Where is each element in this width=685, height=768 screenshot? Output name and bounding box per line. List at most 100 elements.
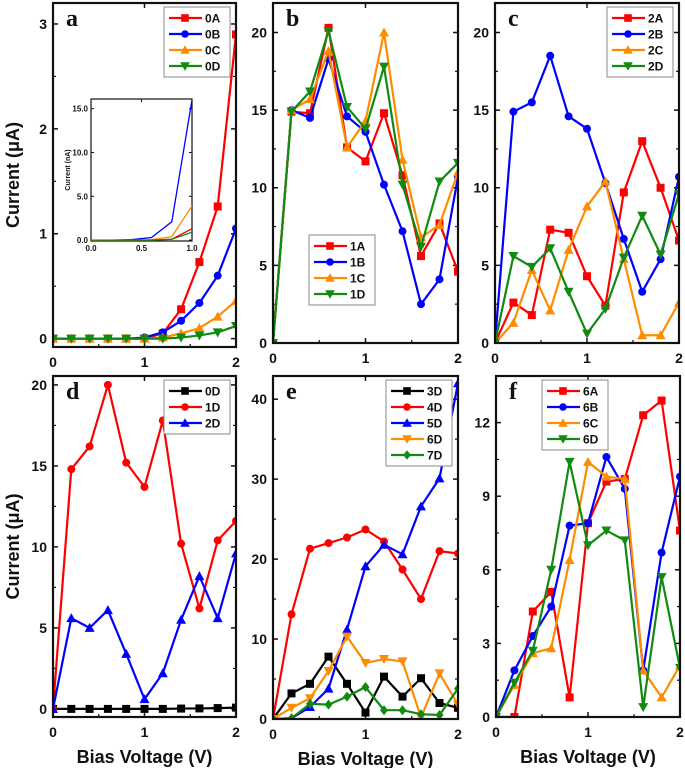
x-tick-label: 1 [362, 350, 370, 366]
x-tick-label: 2 [675, 350, 683, 366]
data-point-0D [66, 334, 77, 344]
data-point-2B [509, 107, 518, 116]
data-point-1D [342, 103, 352, 113]
legend-item-4D: 4D [391, 401, 443, 415]
legend-item-0D: 0D [169, 60, 221, 74]
data-point-1D [195, 604, 204, 613]
x-axis-label: Bias Voltage (V) [77, 747, 213, 767]
legend-label: 1C [350, 272, 366, 286]
data-point-7D [398, 705, 407, 716]
data-point-6C [638, 665, 649, 675]
legend-marker [326, 242, 334, 250]
y-tick-label: 10 [31, 539, 47, 555]
data-point-6B [602, 452, 611, 461]
data-point-1A [454, 267, 458, 276]
data-point-5D [416, 501, 426, 511]
data-point-0C [194, 323, 205, 333]
data-point-0D [232, 703, 236, 712]
legend-marker [325, 290, 335, 299]
data-point-0D [122, 704, 131, 713]
y-tick-label: 20 [31, 377, 47, 393]
data-point-0D [102, 334, 113, 344]
data-point-0D [213, 704, 222, 713]
data-point-0D [121, 334, 132, 344]
data-point-3D [454, 703, 458, 712]
data-point-0D [195, 704, 204, 713]
y-tick-label: 0 [481, 335, 489, 351]
data-point-2A [546, 225, 555, 234]
data-point-0D [139, 334, 150, 344]
legend-marker [624, 30, 632, 38]
legend-marker [558, 435, 568, 444]
legend: 0A 0B 0C 0D [163, 6, 231, 78]
x-tick-label: 0.5 [136, 244, 148, 253]
data-point-6D [509, 678, 520, 688]
data-point-2A [675, 236, 679, 245]
y-tick-label: 0 [259, 335, 267, 351]
legend: 3D 4D 5D 6D 7D [385, 379, 453, 467]
data-point-2C [508, 317, 519, 327]
series-layer [496, 396, 680, 717]
data-point-4D [324, 539, 333, 548]
data-point-3D [324, 652, 333, 661]
data-point-0D [231, 322, 236, 332]
data-point-4D [343, 533, 351, 542]
data-point-6A [657, 396, 666, 405]
data-point-1B [343, 112, 351, 121]
x-tick-label: 0 [49, 724, 57, 740]
legend-item-5D: 5D [391, 417, 443, 431]
legend-label: 4D [427, 401, 443, 415]
data-point-2D [176, 614, 187, 624]
data-point-3D [361, 708, 370, 717]
inset-frame [90, 98, 193, 242]
data-point-2C [582, 201, 592, 211]
data-point-2D [618, 253, 629, 263]
data-point-2B [583, 124, 591, 133]
legend-item-6D: 6D [391, 433, 443, 447]
legend-item-2D: 2D [612, 60, 664, 74]
legend-label: 3D [427, 385, 443, 399]
data-point-1D [213, 536, 222, 545]
data-point-2D [102, 605, 113, 615]
legend-marker [180, 62, 190, 71]
data-point-7D [361, 682, 370, 693]
data-point-2A [564, 228, 573, 237]
data-point-3D [343, 679, 351, 688]
data-point-5D [453, 378, 458, 388]
data-point-2A [583, 272, 591, 281]
data-point-2D [674, 189, 679, 199]
data-point-0A [195, 258, 204, 267]
legend-item-1B: 1B [314, 256, 366, 270]
data-point-6A [639, 411, 648, 420]
data-point-6D [675, 663, 680, 673]
legend: 0D 1D 2D [163, 379, 231, 435]
data-point-5D [342, 624, 352, 634]
x-tick-label: 0 [49, 354, 57, 370]
data-point-6A [602, 477, 611, 486]
legend-item-2D: 2D [169, 417, 221, 431]
legend-label: 2A [648, 12, 664, 26]
data-point-2D [582, 329, 592, 339]
legend-item-3D: 3D [391, 385, 443, 399]
y-tick-label: 30 [251, 471, 267, 487]
data-point-7D [343, 691, 351, 702]
y-tick-label: 0 [259, 711, 267, 727]
legend-label: 0A [205, 12, 221, 26]
data-point-6D [583, 541, 593, 551]
data-point-1D [67, 465, 76, 474]
legend-label: 7D [427, 449, 443, 463]
data-point-6D [564, 457, 575, 467]
data-point-6A [510, 713, 519, 717]
y-tick-label: 5 [481, 257, 489, 273]
legend-label: 0D [205, 60, 221, 74]
data-point-0D [158, 704, 167, 713]
data-point-1D [85, 442, 94, 451]
legend-label: 6D [427, 433, 443, 447]
legend-label: 1B [350, 256, 366, 270]
data-point-6D [656, 573, 667, 583]
legend-label: 0D [205, 385, 221, 399]
data-point-2D [84, 622, 95, 632]
y-tick-label: 5 [259, 257, 267, 273]
x-tick-label: 2 [454, 350, 462, 366]
